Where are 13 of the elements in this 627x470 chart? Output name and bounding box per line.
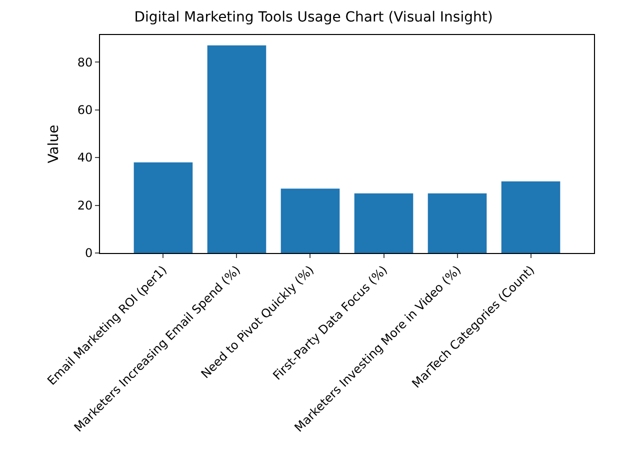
chart-title: Digital Marketing Tools Usage Chart (Visual Insight) [134, 10, 493, 26]
bar [207, 45, 266, 253]
bar [134, 162, 193, 253]
y-tick-label: 0 [84, 246, 93, 260]
bar [501, 181, 560, 253]
y-axis-title: Value [46, 124, 62, 164]
y-tick-label: 20 [77, 198, 93, 212]
y-tick-label: 80 [77, 55, 93, 70]
bar [280, 188, 340, 253]
bar [428, 193, 487, 253]
y-tick-label: 40 [77, 150, 93, 165]
y-tick-label: 60 [77, 103, 93, 118]
bar [354, 193, 414, 253]
